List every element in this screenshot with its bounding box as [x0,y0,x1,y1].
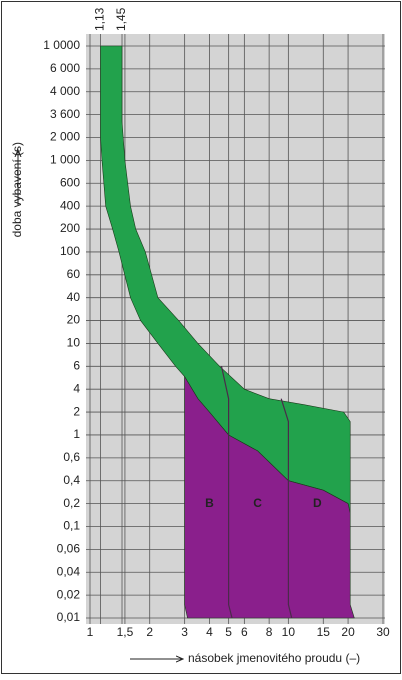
y-tick-label: 0,04 [57,564,81,578]
y-tick-label: 4 000 [50,84,80,98]
y-tick-label: 100 [60,244,80,258]
y-tick-label: 2 000 [50,130,80,144]
y-tick-label: 0,01 [57,610,81,624]
y-tick-label: 4 [73,381,80,395]
x-tick-label: 15 [317,625,331,639]
x-tick-label: 1,5 [117,625,134,639]
y-tick-label: 1 0000 [43,38,80,52]
region-label: C [253,496,262,510]
y-tick-label: 0,02 [57,587,81,601]
y-tick-label: 0,1 [63,519,80,533]
y-tick-label: 400 [60,198,80,212]
y-tick-label: 0,2 [63,496,80,510]
y-axis-label: doba vybavení (s) [10,142,24,237]
y-tick-label: 600 [60,175,80,189]
y-tick-label: 40 [67,290,81,304]
y-tick-label: 0,4 [63,473,80,487]
x-axis-label: násobek jmenovitého proudu (–) [188,651,360,665]
x-tick-label: 2 [146,625,153,639]
y-tick-label: 1 000 [50,153,80,167]
y-tick-label: 6 000 [50,61,80,75]
x-tick-label: 30 [376,625,390,639]
y-tick-label: 60 [67,267,81,281]
y-tick-label: 0,6 [63,450,80,464]
y-tick-label: 10 [67,336,81,350]
y-tick-label: 2 [73,404,80,418]
x-tick-label: 4 [206,625,213,639]
x-tick-label: 5 [225,625,232,639]
region-label: B [205,496,214,510]
annotation: 1,45 [114,7,128,31]
y-tick-label: 0,06 [57,542,81,556]
y-tick-label: 20 [67,313,81,327]
x-tick-label: 1 [87,625,94,639]
y-tick-label: 200 [60,221,80,235]
region-label: D [313,496,322,510]
annotation: 1,13 [93,7,107,31]
y-tick-label: 3 600 [50,107,80,121]
x-tick-label: 3 [181,625,188,639]
curve [220,366,233,619]
x-tick-label: 6 [241,625,248,639]
x-tick-label: 8 [266,625,273,639]
x-tick-label: 10 [282,625,296,639]
y-tick-label: 6 [73,358,80,372]
band [184,375,355,619]
curve [280,398,293,619]
y-tick-label: 1 [73,427,80,441]
x-tick-label: 20 [341,625,355,639]
